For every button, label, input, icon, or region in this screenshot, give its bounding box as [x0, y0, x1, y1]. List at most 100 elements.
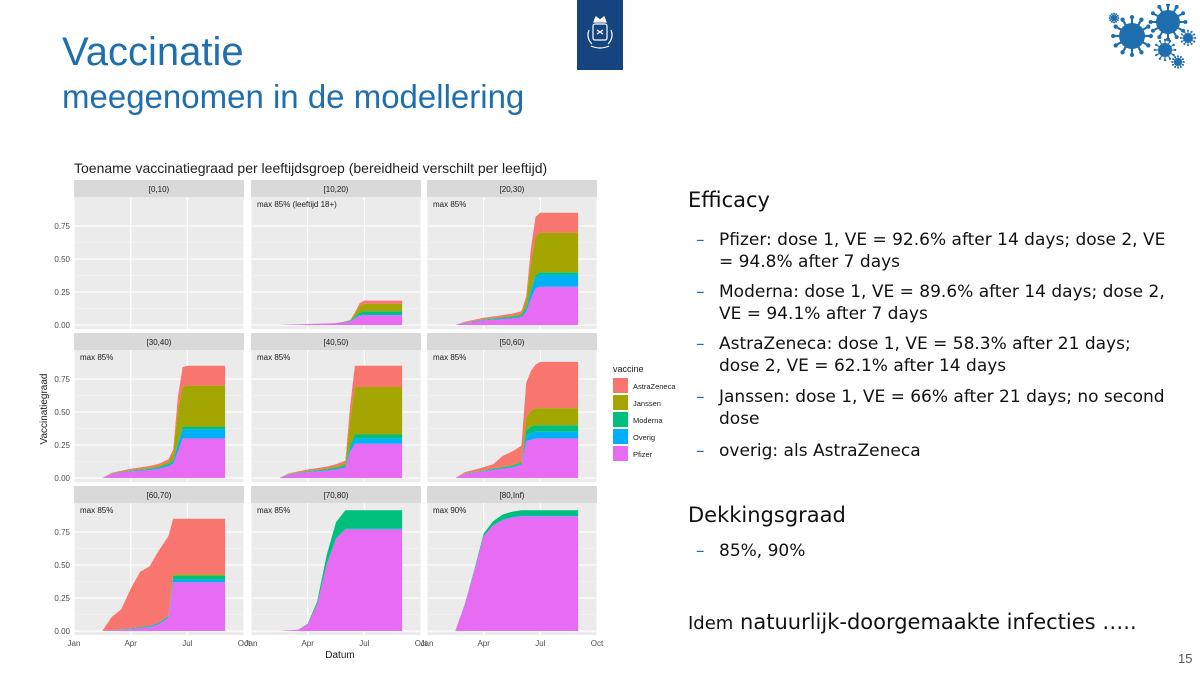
efficacy-item-text: AstraZeneca: dose 1, VE = 58.3% after 21…: [719, 334, 1131, 376]
bullet-dash: –: [696, 387, 705, 407]
facet-strip: [251, 180, 421, 197]
legend-label: Moderna: [633, 416, 663, 425]
x-tick-label: Jan: [68, 639, 81, 648]
facet-max-note: max 90%: [433, 506, 466, 515]
facet-strip: [74, 180, 244, 197]
efficacy-item-text: Janssen: dose 1, VE = 66% after 21 days;…: [719, 387, 1165, 429]
y-tick-label: 0.00: [54, 321, 70, 330]
area-astrazeneca: [102, 365, 226, 478]
facet-max-note: max 85%: [257, 353, 290, 362]
legend-swatch-moderna: [613, 412, 628, 427]
facet-strip: [251, 333, 421, 350]
x-tick-label: Apr: [477, 639, 490, 648]
y-tick-label: 0.25: [54, 594, 70, 603]
bullet-dash: –: [696, 541, 705, 561]
x-axis-label: Datum: [325, 650, 354, 661]
x-tick-label: Oct: [238, 639, 251, 648]
area-pfizer: [279, 315, 403, 325]
area-overig: [102, 429, 226, 478]
facet-strip-label: [70,80): [324, 491, 349, 500]
facet-panel: [60,70) max 85% 0.00 0.25 0.50 0.75 Jan Apr Jul O…: [54, 486, 251, 648]
legend-label: Janssen: [633, 399, 661, 408]
efficacy-item-text: Pfizer: dose 1, VE = 92.6% after 14 days…: [719, 230, 1166, 272]
facet-max-note: max 85%: [257, 506, 290, 515]
facet-strip-label: [80,Inf): [500, 491, 525, 500]
legend-swatch-astrazeneca: [613, 378, 628, 393]
y-tick-label: 0.50: [54, 561, 70, 570]
area-astrazeneca: [279, 365, 403, 478]
facet-panel: [70,80) max 85% Jan Apr Jul Oct: [245, 486, 428, 648]
area-astrazeneca: [102, 518, 226, 631]
area-pfizer: [455, 438, 579, 478]
y-tick-label: 0.00: [54, 474, 70, 483]
legend-label: AstraZeneca: [633, 382, 676, 391]
facet-max-note: max 85%: [433, 200, 466, 209]
legend: vaccine AstraZeneca Janssen Moderna Overig Pf…: [613, 364, 676, 461]
area-moderna: [279, 510, 403, 631]
facet-strip: [74, 333, 244, 350]
slide-subtitle: meegenomen in de modellering: [62, 78, 525, 115]
bullet-dash: –: [696, 441, 705, 461]
facet-strip: [251, 486, 421, 503]
y-tick-label: 0.50: [54, 408, 70, 417]
facet-strip-label: [20,30): [500, 185, 525, 194]
bullet-dash: –: [696, 282, 705, 302]
area-pfizer: [279, 443, 403, 478]
footer-note: Idem natuurlijk-doorgemaakte infecties ……: [688, 610, 1137, 634]
footer-text: natuurlijk-doorgemaakte infecties …..: [740, 610, 1137, 634]
area-astrazeneca: [455, 361, 579, 478]
legend-label: Overig: [633, 433, 655, 442]
government-logo: [577, 0, 623, 70]
footer-prefix: Idem: [688, 613, 734, 634]
area-janssen: [102, 385, 226, 478]
legend-swatch-overig: [613, 429, 628, 444]
area-astrazeneca: [279, 300, 403, 325]
facet-strip-label: [40,50): [324, 338, 349, 347]
legend-title: vaccine: [613, 364, 644, 374]
facet-max-note: max 85%: [80, 353, 113, 362]
area-overig: [102, 579, 226, 631]
x-tick-label: Oct: [415, 639, 428, 648]
facet-panel: [80,Inf) max 90% Jan Apr Jul Oct: [421, 486, 604, 648]
x-tick-label: Apr: [124, 639, 137, 648]
area-overig: [455, 431, 579, 478]
x-tick-label: Jul: [182, 639, 192, 648]
x-tick-label: Oct: [591, 639, 604, 648]
facet-panel: [0,10) 0.00 0.25 0.50 0.75: [54, 180, 245, 330]
facet-strip-label: [30,40): [147, 338, 172, 347]
area-overig: [455, 274, 579, 325]
bullet-dash: –: [696, 230, 705, 250]
facet-strip: [427, 180, 597, 197]
facet-max-note: max 85%: [433, 353, 466, 362]
area-pfizer: [455, 516, 579, 631]
coverage-heading: Dekkingsgraad: [688, 503, 846, 527]
y-tick-label: 0.25: [54, 441, 70, 450]
facet-strip-label: [10,20): [324, 185, 349, 194]
area-pfizer: [102, 438, 226, 478]
facet-plot-background: [74, 197, 244, 329]
area-moderna: [102, 575, 226, 631]
facet-strip-label: [60,70): [147, 491, 172, 500]
area-pfizer: [455, 286, 579, 325]
legend-label: Pfizer: [633, 450, 653, 459]
area-overig: [279, 438, 403, 478]
efficacy-item-text: Moderna: dose 1, VE = 89.6% after 14 day…: [719, 282, 1165, 324]
facet-strip: [427, 333, 597, 350]
area-moderna: [455, 425, 579, 478]
y-tick-label: 0.00: [54, 627, 70, 636]
area-pfizer: [102, 582, 226, 631]
area-janssen: [279, 303, 403, 325]
bullet-dash: –: [696, 334, 705, 354]
efficacy-item-text: overig: als AstraZeneca: [719, 441, 921, 461]
facet-panel: [40,50) max 85%: [250, 333, 422, 482]
x-tick-label: Jan: [421, 639, 434, 648]
facet-strip-label: [0,10): [149, 185, 170, 194]
y-tick-label: 0.75: [54, 375, 70, 384]
slide-title: Vaccinatie: [62, 30, 244, 74]
facet-panel: [50,60) max 85%: [426, 333, 598, 482]
y-tick-label: 0.75: [54, 528, 70, 537]
x-tick-label: Jul: [535, 639, 545, 648]
y-tick-label: 0.50: [54, 255, 70, 264]
y-axis-label: Vaccinatiegraad: [39, 374, 50, 445]
facet-panel: [20,30) max 85%: [426, 180, 598, 329]
